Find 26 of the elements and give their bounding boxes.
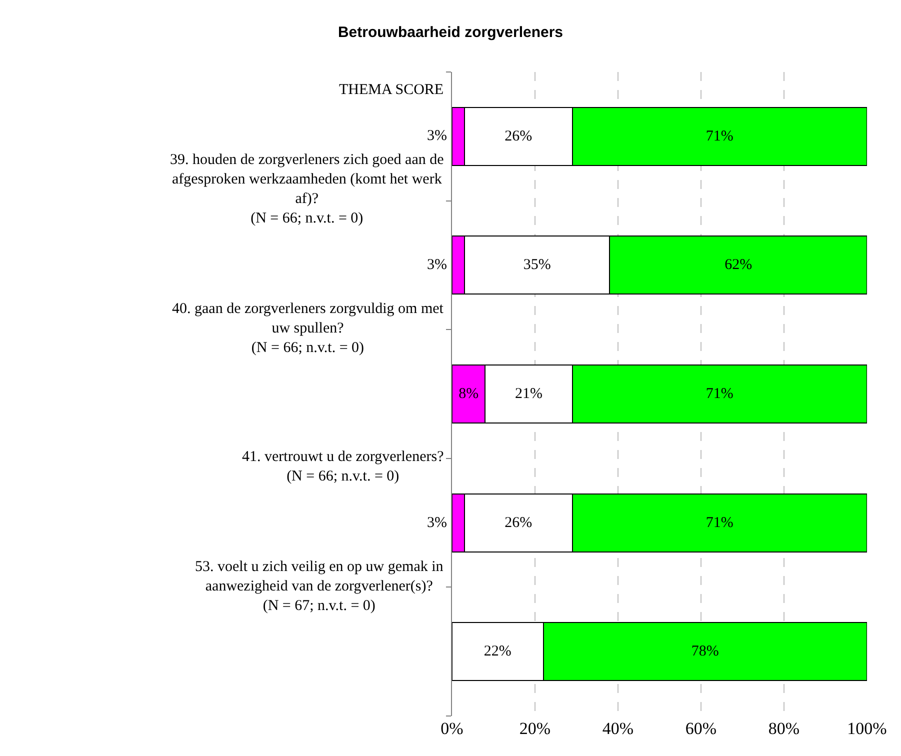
- y-tick-label: 40. gaan de zorgverleners zorgvuldig om met uw spullen? (N = 66; n.v.t. = 0): [172, 301, 444, 356]
- data-label: 22%: [484, 644, 512, 660]
- data-label: 71%: [706, 514, 734, 531]
- data-label: 71%: [706, 128, 734, 144]
- chart-title: Betrouwbaarheid zorgverleners: [338, 24, 564, 41]
- x-tick-label: 40%: [602, 719, 634, 738]
- y-tick-label: 53. voelt u zich veilig en op uw gemak in aanwezigheid van de zorgverlener(s)? (N = 67; n.v.t. = 0): [195, 559, 444, 614]
- data-label: 3%: [427, 515, 447, 531]
- x-tick-label: 20%: [519, 719, 551, 738]
- x-tick-label: 100%: [847, 719, 887, 738]
- x-tick-label: 80%: [768, 719, 800, 738]
- data-label: 8%: [458, 386, 479, 402]
- y-tick-label: THEMA SCORE: [339, 82, 444, 98]
- data-label: 62%: [724, 257, 752, 274]
- data-label: 3%: [427, 257, 447, 273]
- data-label: 26%: [504, 514, 532, 531]
- y-tick-label: 39. houden de zorgverleners zich goed aan de afgesproken werkzaamheden (komt het werk af)? (N = 66; n.v.t. = 0): [170, 152, 444, 226]
- x-tick-label: 60%: [685, 719, 717, 738]
- data-label: 3%: [427, 128, 447, 144]
- data-label: 21%: [515, 386, 543, 402]
- y-tick-label: 41. vertrouwt u de zorgverleners? (N = 66; n.v.t. = 0): [242, 449, 444, 484]
- data-label: 78%: [691, 644, 719, 660]
- data-label: 26%: [504, 128, 532, 144]
- data-label: 71%: [706, 386, 734, 402]
- x-tick-label: 0%: [440, 719, 464, 738]
- data-label: 35%: [523, 257, 551, 274]
